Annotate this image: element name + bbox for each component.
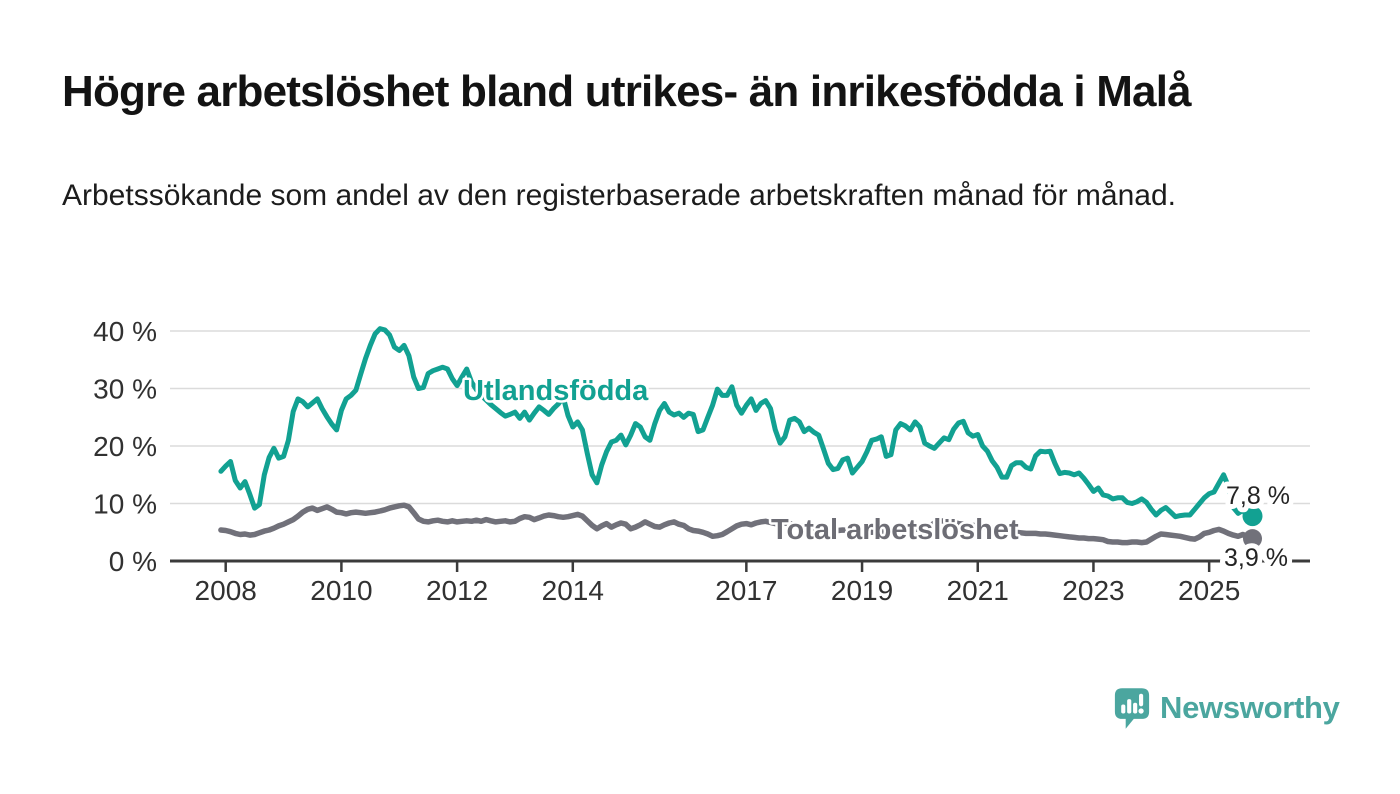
total-arbetsloshet-series-label: Total arbetslöshet [771, 514, 1019, 546]
x-tick-label: 2010 [310, 575, 372, 606]
x-tick-label: 2012 [426, 575, 488, 606]
total-arbetsloshet-line [218, 502, 1256, 546]
x-tick-label: 2025 [1178, 575, 1240, 606]
utlandsfodda-series-label: Utlandsfödda [463, 375, 649, 407]
y-tick-label: 40 % [93, 316, 157, 347]
y-tick-label: 10 % [93, 489, 157, 520]
newsworthy-bubble-chart-icon [1114, 688, 1150, 729]
total-end-value-label: 3,9 % [1224, 544, 1288, 572]
utlandsfodda-line [218, 326, 1255, 520]
y-tick-label: 0 % [109, 546, 157, 577]
utlandsfodda-end-dot [1242, 506, 1263, 527]
utlandsfodda-end-value-label: 7,8 % [1226, 482, 1290, 510]
x-tick-label: 2023 [1062, 575, 1124, 606]
newsworthy-logo-text: Newsworthy [1160, 690, 1340, 725]
x-tick-label: 2014 [542, 575, 604, 606]
page-title: Högre arbetslöshet bland utrikes- än inr… [62, 67, 1192, 116]
x-tick-label: 2017 [715, 575, 777, 606]
y-tick-label: 30 % [93, 374, 157, 405]
total-arbetsloshet-end-dot [1243, 529, 1262, 549]
x-tick-label: 2008 [195, 575, 257, 606]
y-tick-label: 20 % [93, 431, 157, 462]
x-tick-label: 2019 [831, 575, 893, 606]
newsworthy-logo: Newsworthy [1114, 687, 1340, 731]
x-tick-label: 2021 [947, 575, 1009, 606]
chart-subtitle: Arbetssökande som andel av den registerb… [62, 179, 1176, 212]
plot-area: 0 % 10 % 20 % 30 % 40 % 2008 2010 2012 2014 2017 2… [93, 316, 1310, 606]
